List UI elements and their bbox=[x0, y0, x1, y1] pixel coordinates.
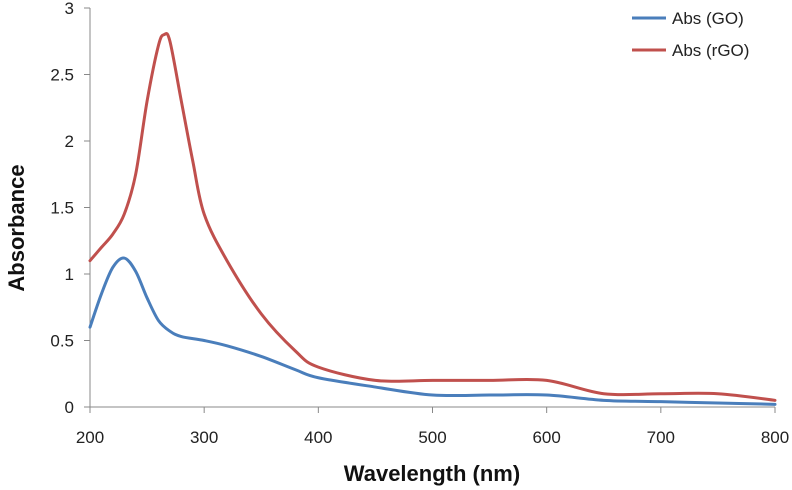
series-layer bbox=[88, 31, 777, 406]
series-line-abs-rgo bbox=[88, 31, 777, 402]
y-axis-title: Absorbance bbox=[4, 164, 29, 291]
x-tick-label: 700 bbox=[647, 428, 675, 447]
legend-label-abs-go: Abs (GO) bbox=[672, 9, 744, 28]
x-axis-title: Wavelength (nm) bbox=[344, 461, 520, 486]
x-axis-ticks: 200 300 400 500 600 700 800 bbox=[76, 407, 789, 447]
legend: Abs (GO) Abs (rGO) bbox=[632, 9, 749, 60]
x-tick-label: 200 bbox=[76, 428, 104, 447]
y-tick-label: 1 bbox=[65, 265, 74, 284]
y-tick-label: 0 bbox=[65, 398, 74, 417]
x-tick-label: 400 bbox=[304, 428, 332, 447]
legend-label-abs-rgo: Abs (rGO) bbox=[672, 41, 749, 60]
x-tick-label: 800 bbox=[761, 428, 789, 447]
y-axis-ticks: 0 0.5 1 1.5 2 2.5 3 bbox=[50, 0, 90, 417]
y-tick-label: 1.5 bbox=[50, 199, 74, 218]
x-tick-label: 500 bbox=[418, 428, 446, 447]
x-tick-label: 600 bbox=[532, 428, 560, 447]
y-tick-label: 3 bbox=[65, 0, 74, 18]
y-tick-label: 2.5 bbox=[50, 66, 74, 85]
series-line-abs-go bbox=[88, 256, 777, 406]
y-tick-label: 0.5 bbox=[50, 332, 74, 351]
x-tick-label: 300 bbox=[190, 428, 218, 447]
y-tick-label: 2 bbox=[65, 132, 74, 151]
